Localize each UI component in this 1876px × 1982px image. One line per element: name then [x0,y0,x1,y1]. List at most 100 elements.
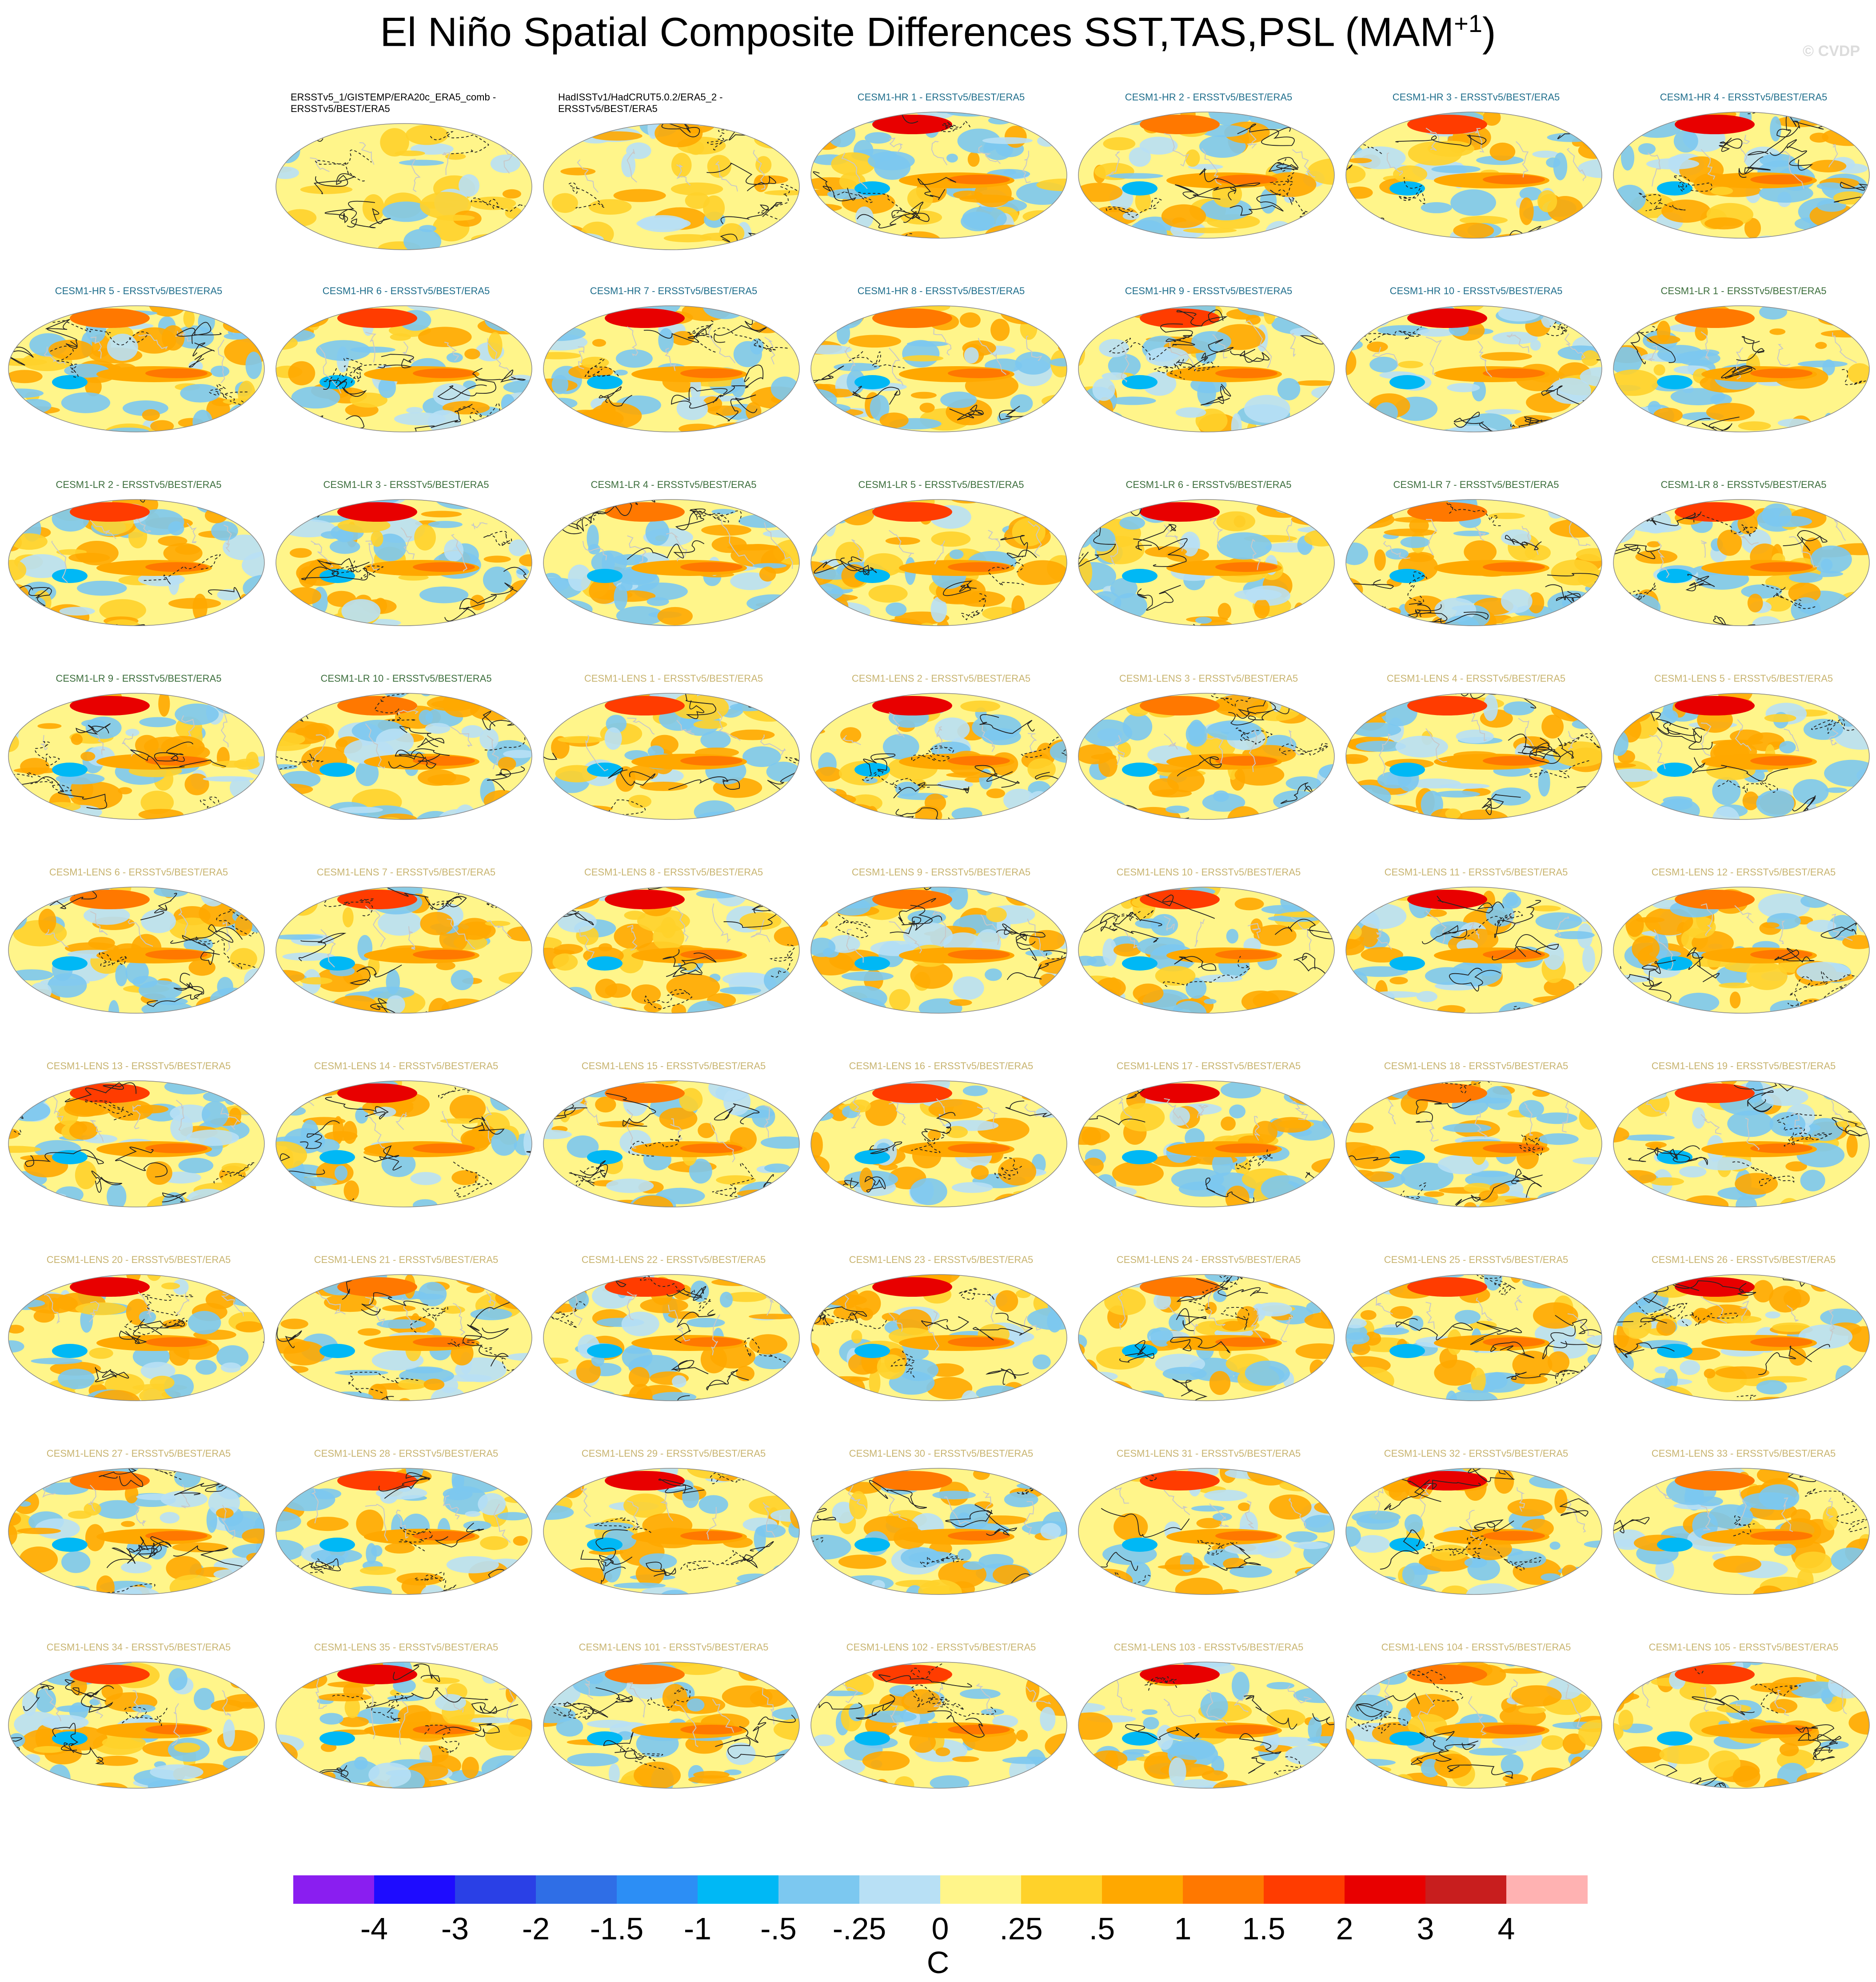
global-map [810,887,1067,1014]
colorbar-box [1021,1875,1102,1904]
map-panel: CESM1-LENS 19 - ERSSTv5/BEST/ERA5 [1610,1060,1876,1247]
colorbar-units: C [926,1945,950,1980]
figure-title: El Niño Spatial Composite Differences SS… [0,9,1876,56]
panel-label: CESM1-LR 8 - ERSSTv5/BEST/ERA5 [1660,479,1827,490]
map-panel: ERSSTv5_1/GISTEMP/ERA20c_ERA5_comb - ERS… [273,92,539,278]
global-map [1613,499,1870,626]
colorbar-box [1425,1875,1507,1904]
map-panel: CESM1-LENS 29 - ERSSTv5/BEST/ERA5 [540,1448,807,1634]
global-map [8,887,265,1014]
map-panel: CESM1-HR 2 - ERSSTv5/BEST/ERA5 [1075,92,1342,278]
panel-label: CESM1-LENS 27 - ERSSTv5/BEST/ERA5 [46,1448,231,1459]
panel-label: CESM1-LENS 101 - ERSSTv5/BEST/ERA5 [579,1642,769,1653]
global-map [275,123,532,250]
panel-label: CESM1-LENS 4 - ERSSTv5/BEST/ERA5 [1386,673,1566,684]
cvdp-watermark: © CVDP [1803,43,1860,60]
panel-label: CESM1-LR 5 - ERSSTv5/BEST/ERA5 [858,479,1024,490]
panel-label: CESM1-LENS 12 - ERSSTv5/BEST/ERA5 [1651,867,1836,878]
colorbar-tick-label: 1.5 [1242,1911,1285,1946]
panel-label: CESM1-LENS 31 - ERSSTv5/BEST/ERA5 [1116,1448,1301,1459]
map-panel: CESM1-LENS 26 - ERSSTv5/BEST/ERA5 [1610,1254,1876,1441]
panel-label: CESM1-LR 7 - ERSSTv5/BEST/ERA5 [1393,479,1559,490]
panel-label: CESM1-LENS 26 - ERSSTv5/BEST/ERA5 [1651,1254,1836,1265]
figure-title-text: El Niño Spatial Composite Differences SS… [380,9,1454,55]
global-map [1613,1468,1870,1595]
panel-label: CESM1-LENS 5 - ERSSTv5/BEST/ERA5 [1654,673,1833,684]
map-panel: CESM1-LENS 9 - ERSSTv5/BEST/ERA5 [808,867,1074,1053]
panel-label: CESM1-LENS 19 - ERSSTv5/BEST/ERA5 [1651,1060,1836,1071]
panel-label: CESM1-LENS 25 - ERSSTv5/BEST/ERA5 [1384,1254,1569,1265]
panel-label: HadISSTv1/HadCRUT5.0.2/ERA5_2 - ERSSTv5/… [558,92,723,114]
map-panel: CESM1-HR 10 - ERSSTv5/BEST/ERA5 [1343,285,1609,472]
panel-grid: ERSSTv5_1/GISTEMP/ERA20c_ERA5_comb - ERS… [5,92,1876,1828]
global-map [1078,499,1335,626]
panel-label: CESM1-LENS 18 - ERSSTv5/BEST/ERA5 [1384,1060,1569,1071]
global-map [1613,112,1870,239]
global-map [810,112,1067,239]
panel-label: CESM1-HR 2 - ERSSTv5/BEST/ERA5 [1125,92,1293,103]
map-panel: CESM1-LENS 105 - ERSSTv5/BEST/ERA5 [1610,1642,1876,1828]
colorbar-tick-label: -2 [522,1911,550,1946]
panel-label: CESM1-LR 6 - ERSSTv5/BEST/ERA5 [1126,479,1292,490]
panel-label: CESM1-LENS 14 - ERSSTv5/BEST/ERA5 [314,1060,499,1071]
global-map [275,887,532,1014]
map-panel: CESM1-LENS 101 - ERSSTv5/BEST/ERA5 [540,1642,807,1828]
colorbar-box [374,1875,455,1904]
global-map [1613,305,1870,432]
map-panel: CESM1-LENS 4 - ERSSTv5/BEST/ERA5 [1343,673,1609,859]
colorbar-tick-label: 4 [1497,1911,1515,1946]
global-map [810,693,1067,820]
panel-label: CESM1-LENS 20 - ERSSTv5/BEST/ERA5 [46,1254,231,1265]
map-panel: CESM1-HR 6 - ERSSTv5/BEST/ERA5 [273,285,539,472]
global-map [543,887,800,1014]
map-panel: CESM1-LENS 21 - ERSSTv5/BEST/ERA5 [273,1254,539,1441]
global-map [8,693,265,820]
map-panel: CESM1-LR 7 - ERSSTv5/BEST/ERA5 [1343,479,1609,666]
panel-label: CESM1-HR 6 - ERSSTv5/BEST/ERA5 [322,285,490,296]
map-panel: CESM1-LR 9 - ERSSTv5/BEST/ERA5 [5,673,272,859]
map-panel: CESM1-LENS 102 - ERSSTv5/BEST/ERA5 [808,1642,1074,1828]
panel-label: CESM1-HR 4 - ERSSTv5/BEST/ERA5 [1660,92,1828,103]
map-panel: CESM1-LENS 22 - ERSSTv5/BEST/ERA5 [540,1254,807,1441]
map-panel: CESM1-LENS 6 - ERSSTv5/BEST/ERA5 [5,867,272,1053]
panel-label: CESM1-LENS 104 - ERSSTv5/BEST/ERA5 [1381,1642,1571,1653]
panel-label: CESM1-LENS 32 - ERSSTv5/BEST/ERA5 [1384,1448,1569,1459]
map-panel: CESM1-LENS 28 - ERSSTv5/BEST/ERA5 [273,1448,539,1634]
global-map [543,305,800,432]
map-panel: CESM1-LENS 23 - ERSSTv5/BEST/ERA5 [808,1254,1074,1441]
panel-label: CESM1-LENS 13 - ERSSTv5/BEST/ERA5 [46,1060,231,1071]
panel-label: CESM1-HR 10 - ERSSTv5/BEST/ERA5 [1389,285,1563,296]
colorbar-box [1345,1875,1426,1904]
panel-label: CESM1-HR 8 - ERSSTv5/BEST/ERA5 [857,285,1025,296]
colorbar-box [778,1875,860,1904]
global-map [275,499,532,626]
panel-label: CESM1-LENS 29 - ERSSTv5/BEST/ERA5 [581,1448,766,1459]
panel-label: CESM1-LENS 102 - ERSSTv5/BEST/ERA5 [846,1642,1036,1653]
global-map [8,305,265,432]
global-map [1078,1080,1335,1207]
global-map [1345,693,1602,820]
map-panel: CESM1-LENS 10 - ERSSTv5/BEST/ERA5 [1075,867,1342,1053]
map-panel: CESM1-LENS 8 - ERSSTv5/BEST/ERA5 [540,867,807,1053]
global-map [8,1080,265,1207]
global-map [8,1274,265,1401]
panel-label: CESM1-LENS 16 - ERSSTv5/BEST/ERA5 [849,1060,1034,1071]
colorbar-box [1264,1875,1345,1904]
panel-label: CESM1-LENS 105 - ERSSTv5/BEST/ERA5 [1648,1642,1839,1653]
map-panel: CESM1-LENS 12 - ERSSTv5/BEST/ERA5 [1610,867,1876,1053]
map-panel: CESM1-LENS 32 - ERSSTv5/BEST/ERA5 [1343,1448,1609,1634]
global-map [1613,887,1870,1014]
map-panel: CESM1-HR 8 - ERSSTv5/BEST/ERA5 [808,285,1074,472]
colorbar-box [293,1875,375,1904]
global-map [1078,1468,1335,1595]
colorbar [293,1875,1588,1904]
colorbar-tick-label: 1 [1174,1911,1192,1946]
map-panel: CESM1-LENS 17 - ERSSTv5/BEST/ERA5 [1075,1060,1342,1247]
map-panel: CESM1-LENS 2 - ERSSTv5/BEST/ERA5 [808,673,1074,859]
map-panel: CESM1-HR 9 - ERSSTv5/BEST/ERA5 [1075,285,1342,472]
global-map [1345,1468,1602,1595]
panel-label: CESM1-LENS 35 - ERSSTv5/BEST/ERA5 [314,1642,499,1653]
panel-label: CESM1-LR 1 - ERSSTv5/BEST/ERA5 [1660,285,1827,296]
map-panel: CESM1-LENS 3 - ERSSTv5/BEST/ERA5 [1075,673,1342,859]
map-panel: CESM1-HR 3 - ERSSTv5/BEST/ERA5 [1343,92,1609,278]
